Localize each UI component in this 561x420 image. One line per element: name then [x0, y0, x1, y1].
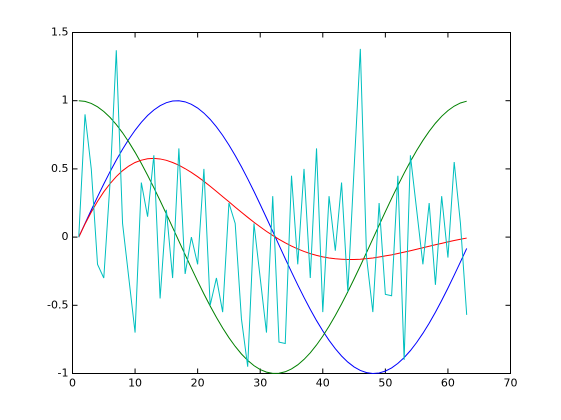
x-tick-label: 50	[378, 377, 392, 390]
x-tick-label: 20	[191, 377, 205, 390]
series-line	[78, 100, 467, 374]
x-tick-label: 10	[128, 377, 142, 390]
x-tick-label: 30	[253, 377, 267, 390]
y-tick-label: 0	[62, 230, 69, 243]
y-tick-label: 1.5	[51, 26, 69, 39]
series-line	[78, 48, 468, 367]
x-tick-label: 60	[441, 377, 455, 390]
y-tick-label: 0.5	[51, 162, 69, 175]
y-tick-label: -0.5	[47, 298, 68, 311]
series-line	[78, 157, 467, 260]
y-tick-label: -1	[58, 367, 69, 380]
x-tick-label: 0	[69, 377, 76, 390]
x-tick-label: 40	[316, 377, 330, 390]
axes-box	[72, 32, 511, 374]
x-tick-label: 70	[504, 377, 518, 390]
series-line	[78, 100, 468, 374]
y-tick-label: 1	[62, 94, 69, 107]
